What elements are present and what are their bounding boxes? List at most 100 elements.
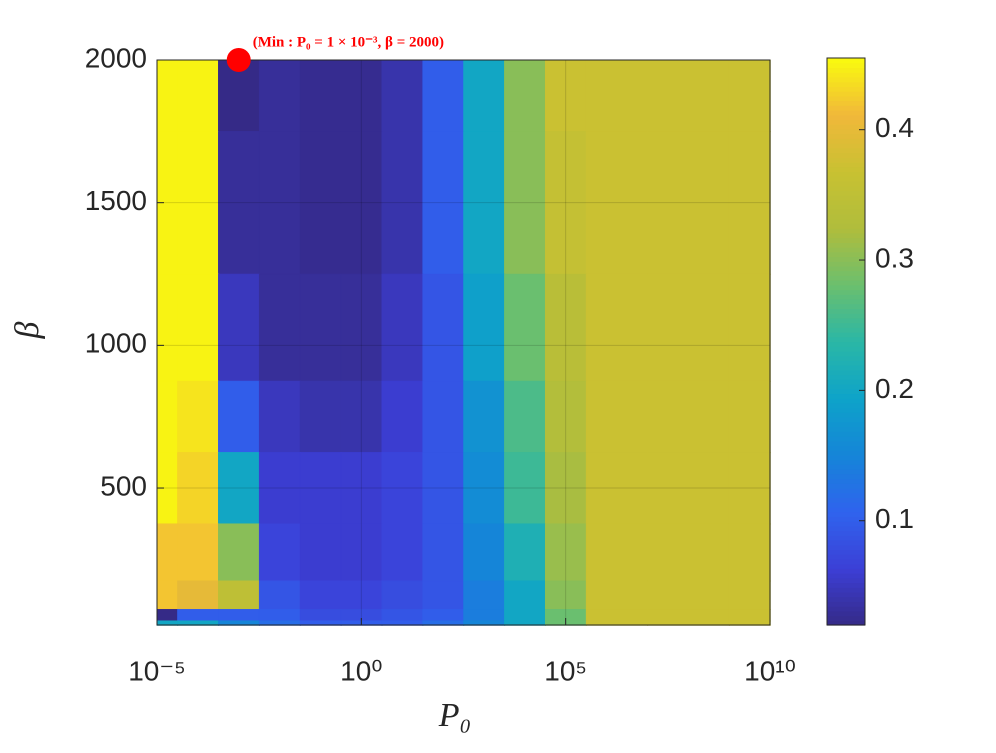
colorbar-swatch [827,81,865,87]
contour-cell [258,380,301,454]
contour-cell [177,131,220,275]
colorbar-swatch [827,436,865,442]
contour-cell [504,131,546,275]
contour-cell [258,580,301,611]
colorbar-swatch [827,360,865,366]
colorbar-swatch [827,473,865,480]
contour-cell [647,523,730,582]
contour-cell [585,59,649,133]
colorbar-swatch [827,487,865,494]
contour-cell [218,580,260,611]
colorbar-swatch [827,143,865,149]
colorbar-swatch [827,95,865,102]
colorbar-swatch [827,213,865,220]
colorbar-swatch [827,558,865,565]
colorbar-swatch [827,554,865,560]
colorbar-swatch [827,171,865,177]
colorbar-swatch [827,469,865,475]
contour-cell [177,380,220,454]
colorbar-swatch [827,185,865,191]
colorbar-swatch [827,138,865,144]
colorbar-swatch [827,379,865,385]
colorbar-swatch [827,161,865,168]
colorbar-swatch [827,114,865,121]
colorbar-swatch [827,303,865,310]
colorbar-swatch [827,525,865,532]
colorbar-swatch [827,582,865,588]
contour-cell [544,273,587,382]
contour-cell [156,59,179,133]
colorbar-swatch [827,615,865,621]
colorbar-swatch [827,483,865,489]
contour-cell [258,452,301,525]
colorbar-swatch [827,180,865,187]
colorbar-swatch [827,606,865,612]
colorbar-swatch [827,402,865,409]
colorbar-swatch [827,294,865,300]
colorbar-swatch [827,308,865,314]
y-tick-label: 1500 [85,185,147,216]
colorbar-swatch [827,464,865,470]
colorbar-swatch [827,190,865,196]
colorbar-swatch [827,350,865,357]
contour-cell [218,273,260,382]
y-axis-label: β [9,321,46,339]
contour-cell [504,580,546,611]
colorbar-swatch [827,209,865,215]
colorbar-swatch [827,228,865,234]
contour-cell [218,380,260,454]
colorbar-swatch [827,289,865,295]
colorbar-swatch [827,72,865,78]
colorbar-swatch [827,365,865,371]
contour-cell [585,131,649,275]
colorbar-swatch [827,100,865,106]
contour-cell [422,380,465,454]
contour-cell [728,452,771,525]
colorbar-swatch [827,275,865,281]
contour-cell [340,452,383,525]
colorbar-swatch [827,374,865,380]
contour-cell [177,59,220,133]
contour-cell [340,59,383,133]
colorbar-swatch [827,398,865,404]
contour-cell [504,523,546,582]
contour-cell [585,609,649,622]
colorbar-swatch [827,58,865,64]
colorbar-swatch [827,317,865,324]
contour-cell [647,59,730,133]
contour-cell [340,273,383,382]
contour-cell [381,609,424,622]
contour-cell [422,580,465,611]
colorbar-swatch [827,388,865,395]
colorbar-swatch [827,195,865,201]
colorbar-swatch [827,199,865,206]
contour-cell [728,131,771,275]
contour-cell [299,523,342,582]
contour-cell [422,131,465,275]
contour-cell [381,273,424,382]
colorbar-swatch [827,242,865,248]
colorbar-swatch [827,128,865,135]
colorbar-swatch [827,341,865,347]
contour-cell [585,380,649,454]
contour-cell [422,273,465,382]
contour-cell [647,273,730,382]
colorbar-swatch [827,577,865,584]
contour-cell [504,609,546,622]
colorbar-swatch [827,459,865,465]
colorbar-swatch [827,454,865,461]
colorbar-swatch [827,237,865,243]
contour-cell [258,59,301,133]
contour-cell [647,452,730,525]
colorbar-swatch [827,440,865,447]
contour-cell [299,273,342,382]
contour-cell [463,609,506,622]
contour-cell [381,131,424,275]
axes-overlay: 10⁻⁵ 10⁰ 10⁵ 10¹⁰ 500 1000 1500 2000 (Min : P₀ =… [85,34,796,686]
contour-cell [647,380,730,454]
contour-cell [340,131,383,275]
contour-cell [299,580,342,611]
contour-cell [299,452,342,525]
x-axis-label: P₀ [438,697,472,734]
